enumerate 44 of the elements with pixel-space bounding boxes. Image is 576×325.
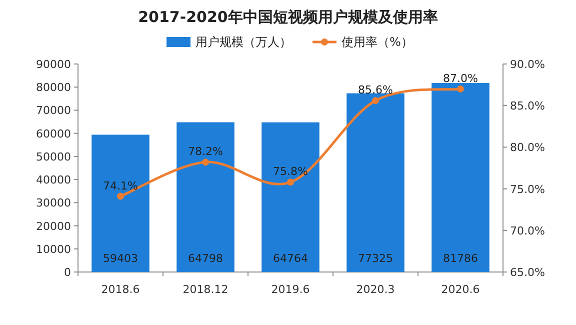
legend-label: 用户规模（万人） — [196, 35, 292, 49]
data-label: 85.6% — [358, 84, 393, 97]
y-tick-label: 90000 — [36, 58, 71, 71]
point — [202, 158, 209, 166]
point — [117, 192, 124, 200]
bar — [432, 82, 490, 272]
y-tick-label: 50000 — [36, 150, 71, 164]
data-label: 64764 — [273, 252, 308, 265]
y-tick-label: 80000 — [36, 81, 71, 94]
y2-tick-label: 75.0% — [510, 182, 545, 196]
legend-label: 使用率（%） — [342, 35, 413, 49]
y2-tick-label: 80.0% — [510, 141, 545, 154]
bar — [176, 122, 234, 272]
x-tick-label: 2020.6 — [441, 283, 480, 296]
data-label: 74.1% — [103, 179, 138, 192]
bar — [262, 122, 320, 272]
y-tick-label: 40000 — [36, 174, 71, 187]
y2-tick-label: 65.0% — [510, 266, 545, 279]
y-tick-label: 0 — [64, 266, 71, 279]
y-tick-label: 10000 — [36, 242, 71, 256]
data-label: 75.8% — [273, 165, 308, 178]
y-tick-label: 60000 — [36, 127, 71, 140]
x-tick-label: 2019.6 — [271, 283, 310, 296]
bar — [346, 93, 404, 272]
data-label: 59403 — [103, 252, 138, 265]
y-tick-label: 20000 — [36, 220, 71, 233]
point — [372, 97, 379, 104]
x-tick-label: 2018.6 — [101, 283, 140, 296]
data-label: 87.0% — [443, 72, 478, 85]
y2-tick-label: 70.0% — [510, 224, 545, 238]
data-label: 64798 — [188, 252, 223, 265]
chart-title: 2017-2020年中国短视频用户规模及使用率 — [138, 8, 438, 26]
point — [457, 85, 464, 92]
x-tick-label: 2018.12 — [182, 283, 228, 296]
y2-tick-label: 90.0% — [510, 58, 545, 71]
data-label: 78.2% — [188, 145, 223, 158]
bar — [92, 134, 150, 272]
x-tick-label: 2020.3 — [356, 283, 395, 296]
y-tick-label: 70000 — [36, 104, 71, 118]
data-label: 77325 — [358, 252, 393, 265]
data-label: 81786 — [443, 252, 478, 265]
y2-tick-label: 85.0% — [510, 100, 545, 113]
point — [287, 178, 294, 186]
y-tick-label: 30000 — [36, 196, 71, 210]
